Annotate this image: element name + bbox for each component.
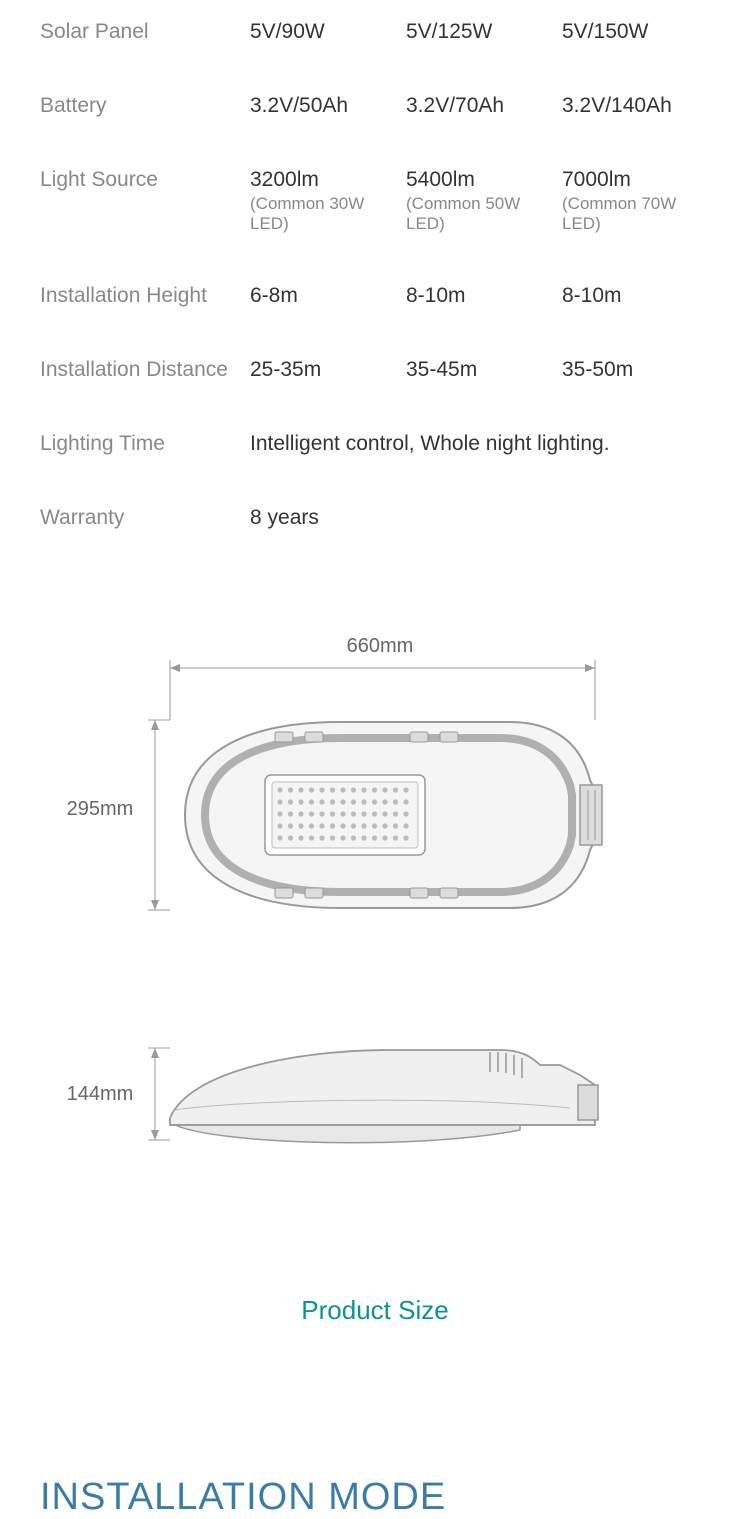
spec-row-warranty: Warranty 8 years [40, 506, 710, 530]
spec-value: 25-35m [250, 358, 406, 382]
spec-value: 7000lm [562, 168, 718, 192]
spec-label: Installation Distance [40, 358, 250, 382]
spec-label: Battery [40, 94, 250, 118]
spec-values: 5V/90W 5V/125W 5V/150W [250, 20, 718, 44]
spec-label: Solar Panel [40, 20, 250, 44]
spec-value-wide: 8 years [250, 506, 319, 530]
section-heading-installation-mode: INSTALLATION MODE [0, 1326, 750, 1519]
spec-value: 5V/90W [250, 20, 406, 44]
spec-value: 5V/125W [406, 20, 562, 44]
side-view-icon [170, 1050, 598, 1143]
dim-height-label: 295mm [67, 798, 134, 820]
spec-values: 6-8m 8-10m 8-10m [250, 284, 718, 308]
spec-value: 8-10m [562, 284, 718, 308]
spec-value: 8-10m [406, 284, 562, 308]
spec-value: 5400lm [406, 168, 562, 192]
spec-subvalue: (Common 50W LED) [406, 194, 562, 234]
spec-label: Installation Height [40, 284, 250, 308]
spec-value: 35-50m [562, 358, 718, 382]
spec-row-solar-panel: Solar Panel 5V/90W 5V/125W 5V/150W [40, 20, 710, 44]
spec-row-light-source: Light Source 3200lm (Common 30W LED) 540… [40, 168, 710, 234]
dim-width-label: 660mm [347, 635, 414, 657]
spec-row-install-height: Installation Height 6-8m 8-10m 8-10m [40, 284, 710, 308]
spec-values: 25-35m 35-45m 35-50m [250, 358, 718, 382]
spec-value: 3.2V/50Ah [250, 94, 406, 118]
spec-label: Light Source [40, 168, 250, 192]
spec-label: Warranty [40, 506, 250, 530]
spec-value: 6-8m [250, 284, 406, 308]
spec-value: 5V/150W [562, 20, 718, 44]
spec-row-lighting-time: Lighting Time Intelligent control, Whole… [40, 432, 710, 456]
product-diagram: 660mm 295mm [0, 580, 750, 1326]
spec-subvalue: (Common 30W LED) [250, 194, 406, 234]
top-view-icon [185, 722, 602, 908]
spec-value: 3.2V/70Ah [406, 94, 562, 118]
spec-value: 35-45m [406, 358, 562, 382]
dim-depth-label: 144mm [67, 1083, 134, 1105]
spec-values: 3200lm (Common 30W LED) 5400lm (Common 5… [250, 168, 718, 234]
spec-value: 3.2V/140Ah [562, 94, 718, 118]
dimensions-svg: 660mm 295mm [40, 630, 710, 1190]
spec-table: Solar Panel 5V/90W 5V/125W 5V/150W Batte… [0, 0, 750, 530]
spec-row-install-distance: Installation Distance 25-35m 35-45m 35-5… [40, 358, 710, 382]
spec-value-wide: Intelligent control, Whole night lightin… [250, 432, 610, 456]
product-size-caption: Product Size [40, 1295, 710, 1326]
spec-value: 3200lm [250, 168, 406, 192]
spec-values: 3.2V/50Ah 3.2V/70Ah 3.2V/140Ah [250, 94, 718, 118]
spec-subvalue: (Common 70W LED) [562, 194, 718, 234]
spec-row-battery: Battery 3.2V/50Ah 3.2V/70Ah 3.2V/140Ah [40, 94, 710, 118]
spec-label: Lighting Time [40, 432, 250, 456]
